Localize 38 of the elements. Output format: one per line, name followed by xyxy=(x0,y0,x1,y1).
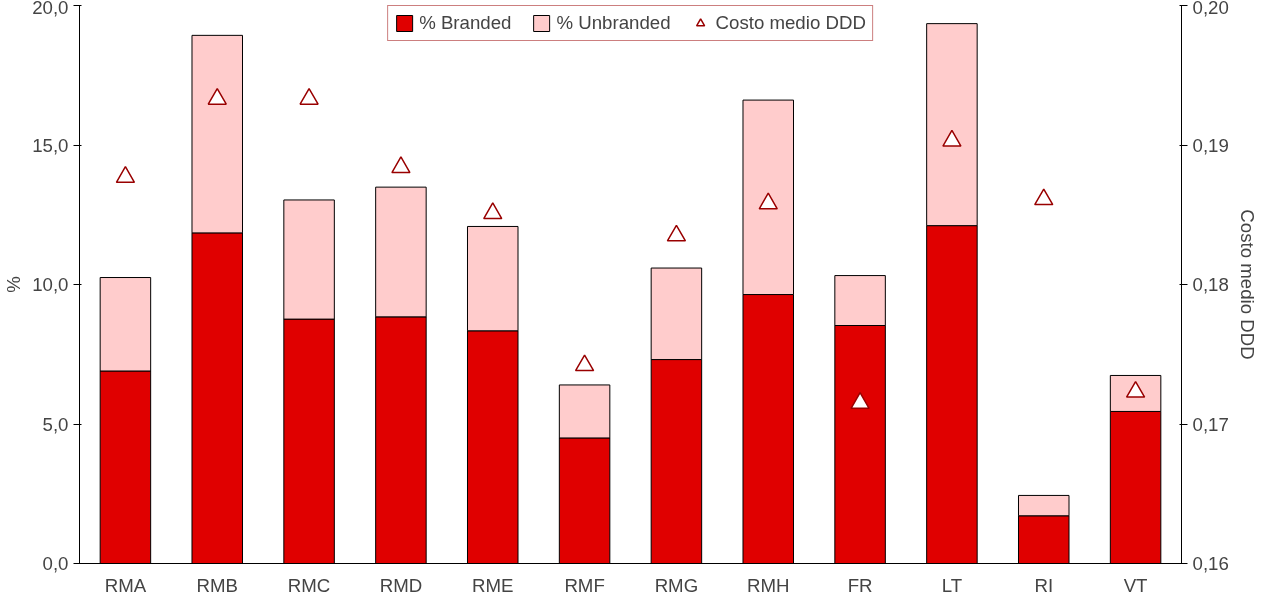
legend-label: % Unbranded xyxy=(556,12,671,34)
point xyxy=(666,224,687,242)
y-tick-label: 15,0 xyxy=(32,134,69,156)
x-tick-label: RMA xyxy=(104,574,147,596)
point xyxy=(758,192,778,210)
y2-axis-title: Costo medio DDD xyxy=(1236,209,1258,360)
x-tick-label: RMH xyxy=(747,574,790,596)
y2-tick-label: 0,17 xyxy=(1192,413,1229,435)
point xyxy=(115,165,136,184)
point xyxy=(942,129,962,147)
y2-tick-label: 0,16 xyxy=(1192,553,1229,574)
point xyxy=(207,87,227,105)
point xyxy=(1034,188,1054,206)
legend-label: % Branded xyxy=(419,12,512,34)
y-tick-label: 10,0 xyxy=(32,274,69,295)
x-tick-label: LT xyxy=(941,574,963,596)
x-tick-label: RMF xyxy=(564,574,605,596)
y-tick-label: 20,0 xyxy=(32,0,69,18)
y2-tick-label: 0,19 xyxy=(1192,134,1229,156)
y-tick-label: 0,0 xyxy=(42,553,69,574)
x-tick-label: RMB xyxy=(196,574,238,596)
x-tick-label: RMC xyxy=(287,574,331,596)
y2-tick-label: 0,18 xyxy=(1192,274,1229,295)
y-tick-label: 5,0 xyxy=(42,413,69,435)
point xyxy=(850,391,870,410)
x-tick-label: FR xyxy=(847,574,873,596)
point xyxy=(574,354,595,372)
legend-label: Costo medio DDD xyxy=(715,12,866,34)
point xyxy=(483,202,503,220)
x-tick-label: RMD xyxy=(379,574,423,596)
x-tick-label: VT xyxy=(1123,574,1148,596)
x-tick-label: RMG xyxy=(654,574,699,596)
point xyxy=(391,156,411,174)
y-axis-title: % xyxy=(3,276,25,293)
x-tick-label: RI xyxy=(1034,574,1054,596)
y2-tick-label: 0,20 xyxy=(1192,0,1229,18)
x-tick-label: RME xyxy=(472,574,514,596)
point xyxy=(299,87,319,105)
